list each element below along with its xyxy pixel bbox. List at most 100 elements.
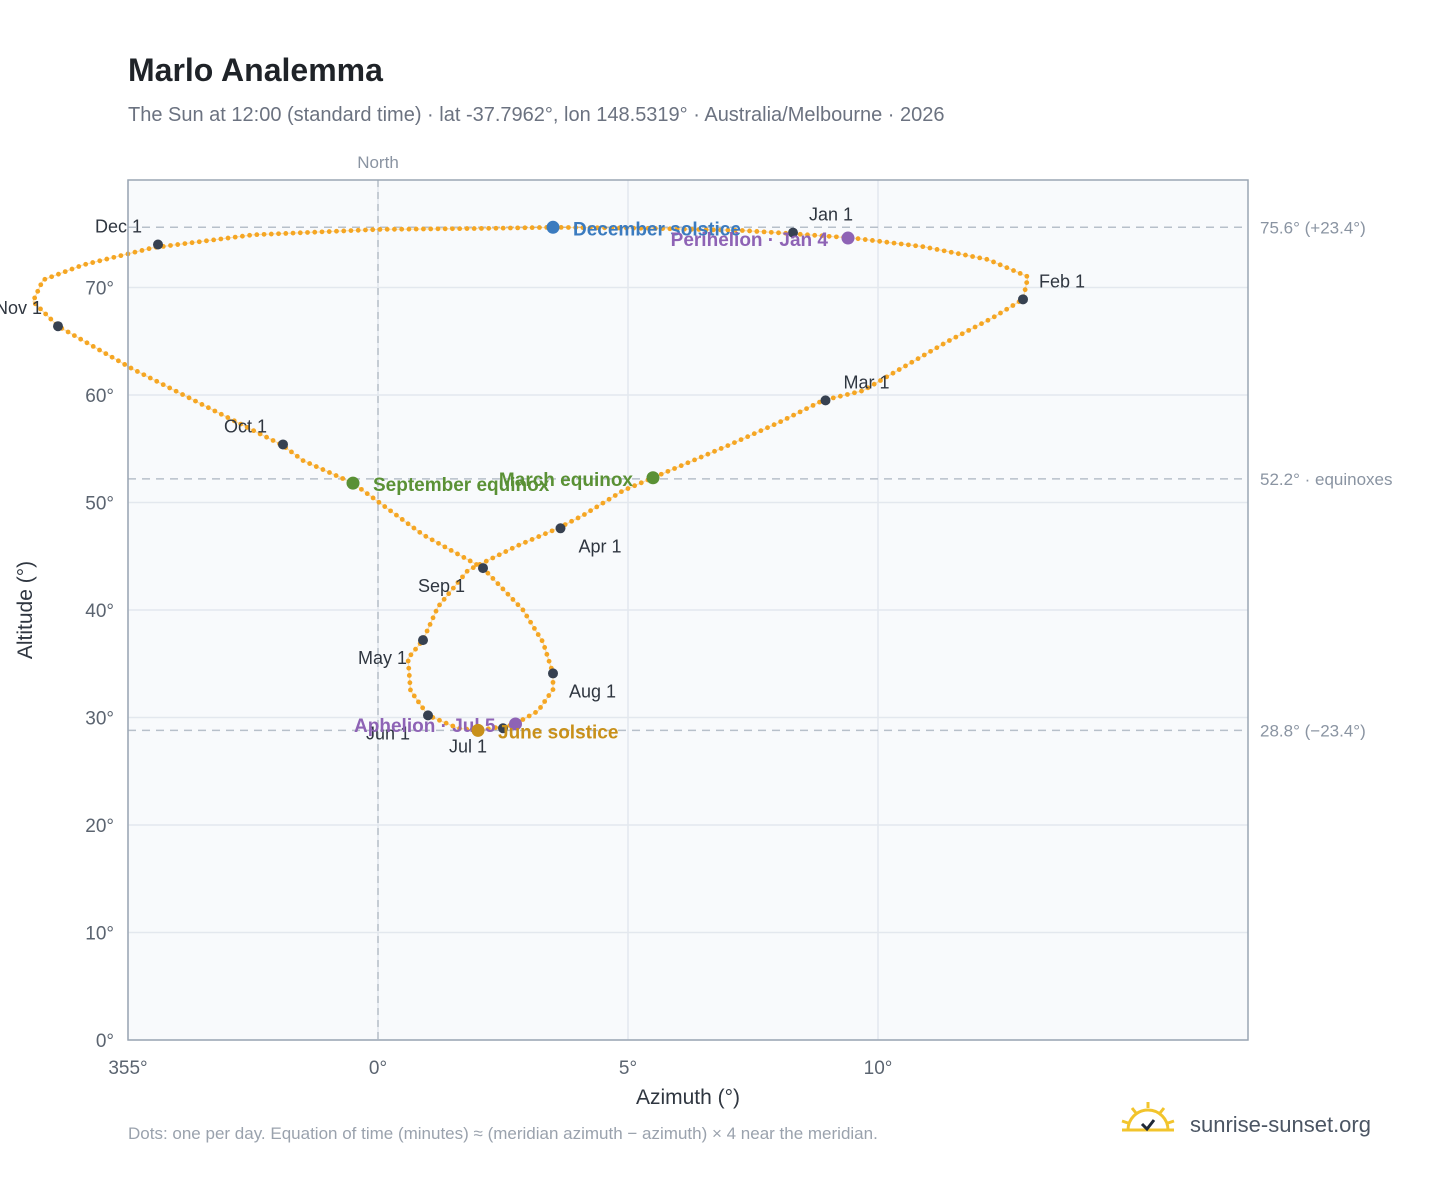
- daily-dot: [587, 225, 593, 231]
- daily-dot: [370, 495, 376, 501]
- daily-dot: [35, 288, 41, 294]
- daily-dot: [963, 252, 968, 258]
- daily-dot: [533, 710, 538, 715]
- daily-dot: [467, 558, 473, 564]
- daily-dot: [1017, 270, 1023, 276]
- daily-dot: [411, 693, 417, 699]
- daily-dot: [852, 390, 857, 396]
- daily-dot: [65, 329, 71, 335]
- month-label: Sep 1: [418, 576, 465, 596]
- daily-dot: [186, 395, 192, 401]
- daily-dot: [906, 242, 911, 248]
- daily-dot: [394, 512, 399, 518]
- month-label: Feb 1: [1039, 271, 1085, 291]
- x-axis-title: Azimuth (°): [636, 1086, 740, 1109]
- daily-dot: [884, 374, 890, 380]
- daily-dot: [225, 415, 231, 420]
- daily-dot: [283, 231, 289, 236]
- daily-dot: [446, 591, 452, 597]
- daily-dot: [510, 597, 516, 602]
- daily-dot: [955, 251, 961, 257]
- daily-dot: [500, 225, 506, 231]
- x-tick-label: 355°: [108, 1058, 147, 1079]
- daily-dot: [111, 254, 117, 260]
- daily-dot: [399, 517, 405, 522]
- month-marker: [478, 563, 488, 574]
- daily-dot: [154, 378, 160, 384]
- daily-dot: [689, 226, 695, 232]
- daily-dot: [83, 261, 89, 267]
- daily-dot: [376, 499, 382, 505]
- brand-name: sunrise-sunset.org: [1190, 1112, 1371, 1137]
- daily-dot: [718, 446, 724, 451]
- daily-dot: [244, 424, 250, 430]
- daily-dot: [90, 344, 96, 349]
- daily-dot: [479, 226, 484, 231]
- daily-dot: [327, 470, 332, 475]
- daily-dot: [32, 295, 38, 301]
- event-label: March equinox: [499, 470, 634, 491]
- daily-dot: [84, 340, 90, 346]
- daily-dot: [658, 471, 664, 477]
- daily-dot: [940, 341, 946, 347]
- daily-dot: [212, 408, 218, 414]
- month-marker: [548, 668, 558, 679]
- daily-dot: [405, 521, 411, 527]
- daily-dot: [290, 230, 296, 236]
- daily-dot: [645, 225, 651, 231]
- daily-dot: [524, 613, 530, 619]
- daily-dot: [703, 227, 709, 233]
- daily-dot: [771, 422, 777, 428]
- daily-dot: [495, 581, 501, 587]
- daily-dot: [78, 336, 84, 342]
- daily-dot: [71, 333, 77, 338]
- daily-dot: [363, 227, 368, 233]
- daily-dot: [778, 419, 784, 425]
- daily-dot: [927, 245, 933, 251]
- daily-dot: [408, 652, 414, 658]
- daily-dot: [300, 458, 306, 464]
- daily-dot: [319, 229, 325, 235]
- daily-dot: [109, 354, 115, 360]
- daily-dot: [276, 231, 281, 237]
- daily-dot: [437, 602, 442, 608]
- month-marker: [53, 321, 63, 332]
- daily-dot: [508, 225, 513, 231]
- daily-dot: [696, 227, 702, 232]
- brand-logo[interactable]: sunrise-sunset.org: [1120, 1100, 1400, 1148]
- daily-dot: [199, 402, 205, 407]
- daily-dot: [122, 362, 128, 367]
- daily-dot: [218, 236, 224, 242]
- daily-dot: [97, 347, 102, 353]
- daily-dot: [76, 264, 82, 269]
- sun-logo-icon: [1121, 1102, 1175, 1132]
- daily-dot: [754, 229, 760, 234]
- daily-dot: [312, 229, 318, 235]
- daily-dot: [915, 356, 921, 362]
- daily-dot: [289, 449, 294, 455]
- daily-dot: [441, 596, 447, 602]
- daily-dot: [705, 451, 711, 457]
- daily-dot: [934, 247, 940, 252]
- daily-dot: [500, 586, 506, 592]
- daily-dot: [529, 537, 535, 542]
- daily-dot: [173, 388, 179, 394]
- daily-dot: [238, 421, 244, 427]
- event-marker: [546, 220, 560, 234]
- daily-dot: [619, 489, 624, 495]
- month-label: Jun 1: [366, 723, 410, 743]
- month-label: Mar 1: [844, 372, 890, 392]
- daily-dot: [810, 402, 816, 408]
- daily-dot: [878, 378, 883, 383]
- daily-dot: [819, 233, 825, 239]
- daily-dot: [674, 226, 680, 232]
- daily-dot: [247, 232, 252, 238]
- daily-dot: [490, 555, 496, 561]
- month-marker: [153, 239, 163, 250]
- daily-dot: [991, 259, 996, 265]
- daily-dot: [739, 228, 745, 233]
- daily-dot: [539, 638, 545, 644]
- daily-dot: [32, 301, 38, 307]
- daily-dot: [450, 723, 456, 729]
- daily-dot: [297, 230, 303, 236]
